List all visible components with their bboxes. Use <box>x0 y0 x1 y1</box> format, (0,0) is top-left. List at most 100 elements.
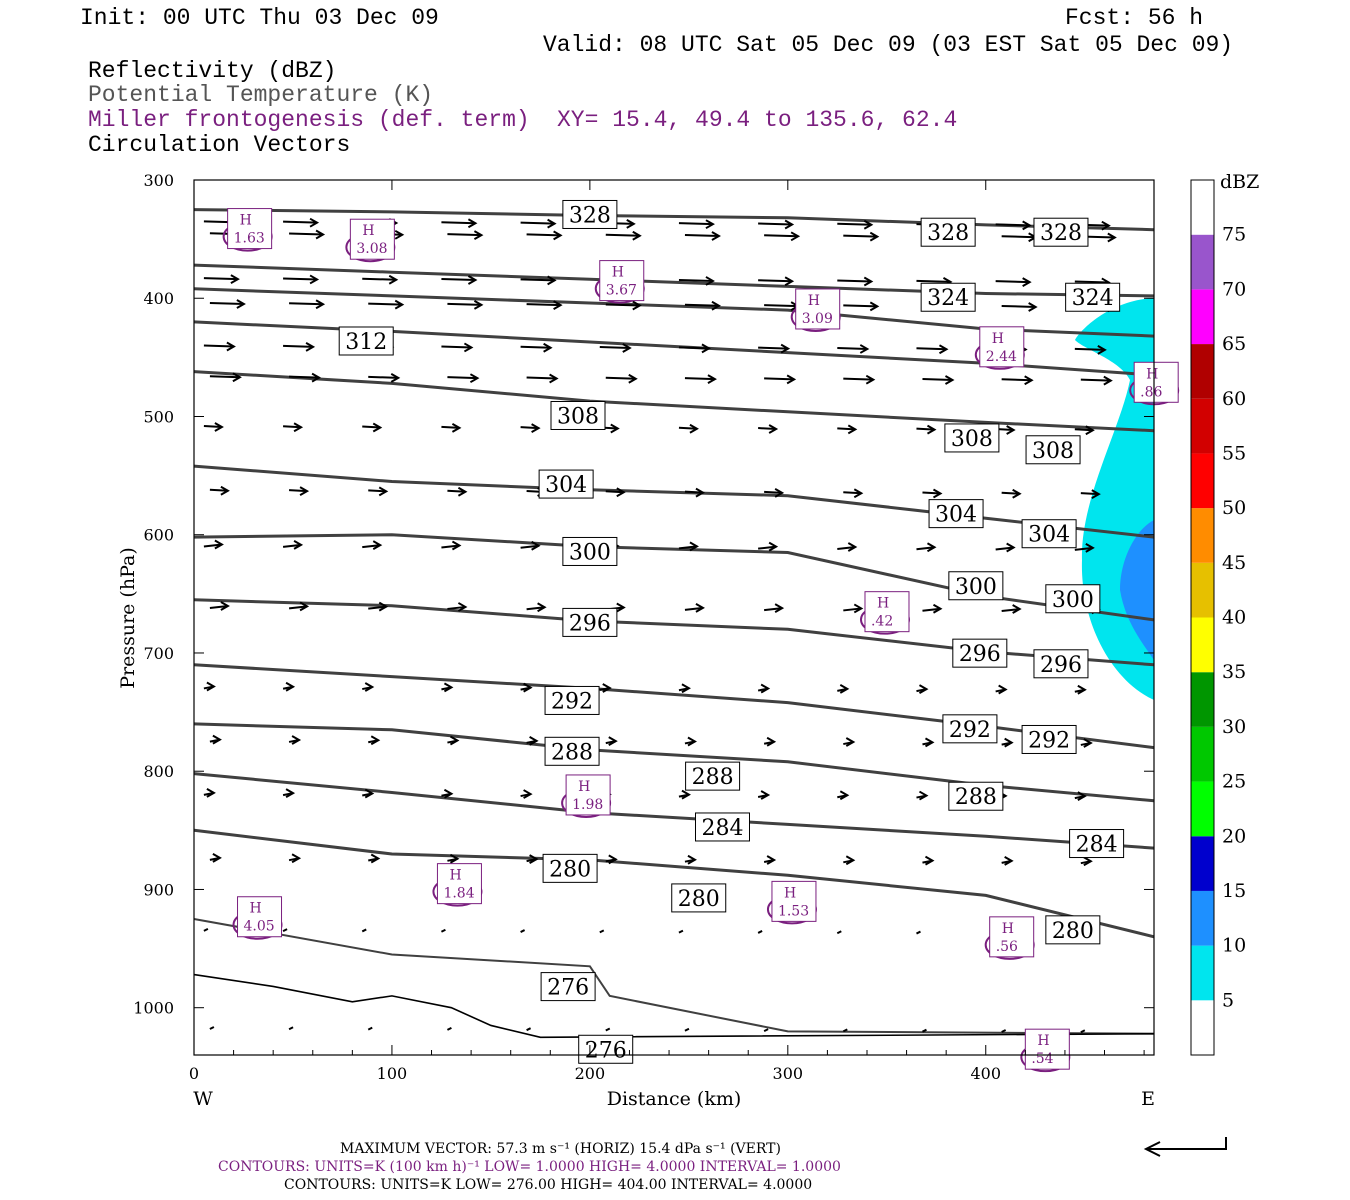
vector-head <box>473 300 484 310</box>
isentrope-label: 288 <box>692 765 734 790</box>
vector-head <box>364 682 375 692</box>
isentrope-label: 308 <box>1032 439 1074 464</box>
vector-head <box>689 541 699 552</box>
frontogenesis-max-value: 3.08 <box>356 241 387 257</box>
vector-head <box>1083 856 1093 867</box>
circulation-vector <box>288 605 308 610</box>
x-tick-label: 300 <box>773 1064 804 1083</box>
vector-head <box>531 540 541 551</box>
isentrope-label-box <box>1021 519 1077 549</box>
frontogenesis-max-letter: H <box>784 885 796 901</box>
vector-head <box>1083 738 1093 748</box>
vector-head <box>553 300 563 311</box>
vector-head <box>938 344 949 355</box>
isentrope-308 <box>193 370 1155 433</box>
colorbar-level: 40 <box>1222 607 1246 629</box>
vector-head <box>553 230 563 241</box>
circulation-vector <box>764 304 799 308</box>
vector-head <box>944 375 955 385</box>
circulation-vector <box>441 278 476 282</box>
isentrope-label-box <box>671 883 727 913</box>
frontogenesis-max-box <box>565 774 611 816</box>
vector-head <box>390 373 401 383</box>
circulation-vector <box>1080 378 1111 382</box>
vector-head <box>309 217 320 228</box>
colorbar-segment <box>1191 180 1214 235</box>
vector-head <box>547 218 557 229</box>
vector-head <box>608 736 618 747</box>
colorbar-frame <box>1190 179 1215 1056</box>
vector-head <box>372 422 383 433</box>
vector-head <box>632 230 642 241</box>
frontogenesis-max-value: .56 <box>996 939 1018 955</box>
circulation-vector <box>678 545 698 550</box>
circulation-vector <box>922 377 953 381</box>
isentrope-label-box <box>948 781 1004 811</box>
circulation-vector <box>678 346 709 350</box>
vector-head <box>1012 604 1022 614</box>
vector-head <box>766 855 777 865</box>
valid-time: Valid: 08 UTC Sat 05 Dec 09 (03 EST Sat … <box>543 32 1233 58</box>
vector-head <box>863 276 874 287</box>
vector-head <box>305 341 316 352</box>
vector-head <box>608 854 618 865</box>
vector-head <box>760 790 771 800</box>
x-tick-label: 0 <box>189 1064 199 1083</box>
vector-head <box>315 299 326 310</box>
circulation-vector <box>441 221 476 225</box>
y-tick-label: 400 <box>143 289 174 308</box>
circulation-vector <box>520 345 551 349</box>
circulation-vector <box>995 223 1030 227</box>
frontogenesis-max-letter: H <box>578 779 590 795</box>
vector-head <box>766 736 777 747</box>
vector-head <box>711 231 721 241</box>
isentrope-label-box <box>550 400 606 430</box>
vector-head <box>529 735 539 746</box>
colorbar-segment <box>1191 398 1214 454</box>
circulation-vector <box>916 546 935 551</box>
colorbar-level: 45 <box>1222 552 1246 574</box>
isentrope-label: 308 <box>951 427 993 452</box>
circulation-vector <box>843 377 874 381</box>
circulation-vector <box>526 606 545 611</box>
colorbar-segment <box>1191 1000 1214 1055</box>
isentrope-label: 284 <box>1076 833 1118 858</box>
circulation-vector <box>367 1026 373 1031</box>
vector-head <box>543 342 553 353</box>
circulation-vector <box>758 279 793 283</box>
circulation-vector <box>843 607 862 612</box>
frontogenesis-max-value: 4.05 <box>244 919 275 935</box>
vector-head <box>232 372 242 383</box>
circulation-vector <box>526 233 561 237</box>
isentrope-label: 288 <box>955 785 997 810</box>
vector-head <box>523 682 533 693</box>
circulation-vector <box>209 1026 215 1030</box>
field-vectors: Circulation Vectors <box>88 132 350 158</box>
vector-head <box>443 788 454 799</box>
vector-head <box>1107 232 1117 243</box>
x-tick-label: 200 <box>575 1064 606 1083</box>
vector-head <box>1091 489 1101 499</box>
isentrope-label-box <box>540 972 596 1002</box>
x-tick-label: 100 <box>377 1064 408 1083</box>
circulation-vector <box>684 1027 690 1032</box>
circulation-vector <box>842 1028 848 1033</box>
isentrope-label: 328 <box>569 203 611 228</box>
circulation-vector <box>441 425 460 429</box>
colorbar-segment <box>1191 562 1214 618</box>
isentrope-300 <box>193 533 1155 622</box>
isentrope-label: 284 <box>701 816 743 841</box>
circulation-vector <box>289 302 324 306</box>
y-axis-label: Pressure (hPa) <box>117 547 139 689</box>
circulation-vector <box>1074 546 1093 551</box>
vector-head <box>549 373 559 384</box>
vector-head <box>212 734 222 745</box>
circulation-vector <box>368 302 403 306</box>
x-axis-label: Distance (km) <box>607 1088 742 1110</box>
vector-head <box>610 423 620 434</box>
vector-head <box>449 735 460 746</box>
vector-head <box>523 789 533 799</box>
frontogenesis-max-letter: H <box>877 596 889 612</box>
circulation-vector <box>684 377 715 381</box>
circulation-vector <box>678 426 698 430</box>
